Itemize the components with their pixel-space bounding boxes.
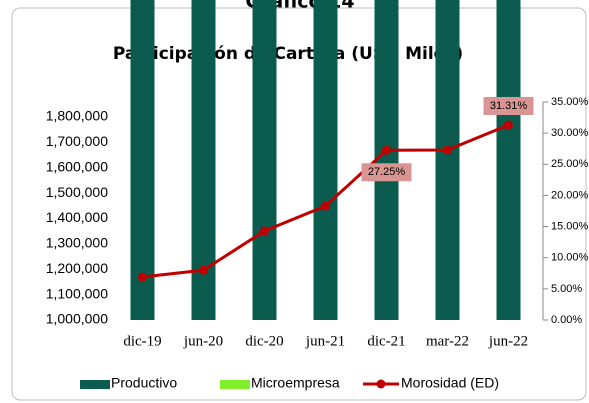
value-label-box <box>361 163 412 182</box>
line-marker <box>260 226 269 236</box>
legend-swatch <box>376 379 386 389</box>
x-tick-label: dic-19 <box>123 333 161 349</box>
y-tick-label: 1,500,000 <box>46 184 108 200</box>
bar-segment <box>496 0 521 320</box>
y-tick-label: 1,300,000 <box>46 235 108 251</box>
line-marker <box>199 265 208 275</box>
y-tick-label: 1,100,000 <box>46 285 108 301</box>
bar-segment <box>252 0 277 321</box>
legend-label: Morosidad (ED) <box>401 375 499 391</box>
y2-tick-label: 5.00% <box>551 283 582 295</box>
value-label: 27.25% <box>368 166 406 178</box>
y-tick-label: 1,000,000 <box>46 311 108 327</box>
x-tick-label: dic-20 <box>245 333 283 349</box>
y2-tick-label: 30.00% <box>551 127 589 139</box>
y2-tick-label: 15.00% <box>551 220 589 232</box>
chart-title: Participación de Cartera (USD Miles) <box>113 44 463 64</box>
x-tick-label: jun-20 <box>183 333 223 349</box>
x-tick-label: jun-22 <box>488 333 528 349</box>
bar-segment <box>130 0 155 320</box>
y2-tick-label: 25.00% <box>551 158 589 170</box>
x-tick-label: jun-21 <box>305 333 345 349</box>
legend-label: Productivo <box>111 375 177 391</box>
y-tick-label: 1,600,000 <box>46 158 108 174</box>
y-tick-label: 1,800,000 <box>46 108 108 124</box>
x-tick-label: dic-21 <box>367 333 405 349</box>
y-tick-label: 1,700,000 <box>46 133 108 149</box>
legend-label: Microempresa <box>251 375 340 391</box>
y2-tick-label: 35.00% <box>551 96 589 108</box>
legend-swatch <box>80 380 110 389</box>
x-tick-label: mar-22 <box>426 333 469 349</box>
y2-tick-label: 10.00% <box>551 252 589 264</box>
y-tick-label: 1,400,000 <box>46 209 108 225</box>
value-label-box <box>483 96 534 115</box>
bar-segment <box>313 0 338 321</box>
line-marker <box>504 120 513 130</box>
y-tick-label: 1,200,000 <box>46 260 108 276</box>
bar-segment <box>374 0 399 321</box>
line-marker <box>321 201 330 211</box>
bar-segment <box>435 0 460 321</box>
value-label: 31.31% <box>490 100 528 112</box>
legend-swatch <box>220 380 250 389</box>
y2-tick-label: 0.00% <box>551 314 582 326</box>
line-marker <box>382 145 391 155</box>
line-marker <box>443 145 452 155</box>
line-marker <box>138 272 147 282</box>
y2-tick-label: 20.00% <box>551 189 589 201</box>
